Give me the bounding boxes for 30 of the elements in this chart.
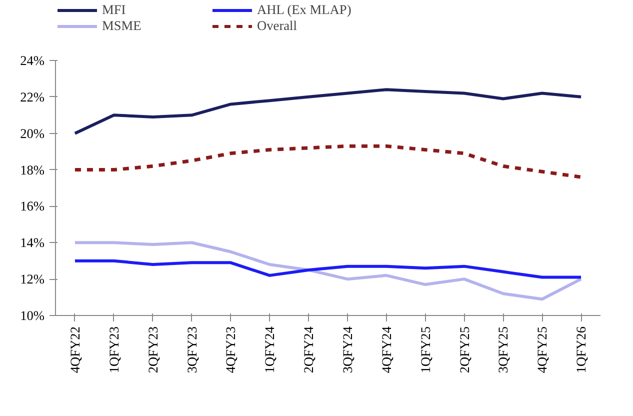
x-tick-label: 3QFY25 bbox=[496, 326, 511, 374]
y-tick-label: 12% bbox=[20, 272, 45, 287]
y-tick-label: 24% bbox=[20, 53, 45, 68]
x-tick-label: 1QFY24 bbox=[262, 326, 278, 374]
y-tick-label: 16% bbox=[20, 198, 45, 214]
legend-label: Overall bbox=[257, 18, 298, 34]
y-tick-label: 18% bbox=[20, 162, 45, 178]
x-tick-label: 4QFY22 bbox=[67, 326, 82, 374]
x-tick-label: 1QFY25 bbox=[418, 326, 433, 374]
y-tick-label: 20% bbox=[20, 126, 45, 141]
x-tick-label: 1QFY26 bbox=[574, 326, 589, 374]
line-series bbox=[73, 144, 583, 179]
line-series bbox=[73, 88, 583, 135]
line-series bbox=[73, 259, 583, 279]
y-tick-label: 22% bbox=[20, 89, 45, 104]
x-tick-label: 4QFY24 bbox=[378, 326, 394, 374]
legend-label: MFI bbox=[102, 2, 127, 18]
x-tick-label: 2QFY25 bbox=[456, 326, 472, 374]
legend-label: AHL (Ex MLAP) bbox=[257, 2, 352, 18]
x-tick-label: 3QFY23 bbox=[184, 326, 200, 374]
x-tick-label: 4QFY23 bbox=[223, 326, 238, 374]
y-tick-label: 14% bbox=[20, 235, 45, 250]
x-tick-label: 2QFY24 bbox=[301, 326, 316, 374]
x-tick-label: 1QFY23 bbox=[106, 326, 122, 374]
x-tick-label: 2QFY23 bbox=[145, 326, 160, 374]
legend-label: MSME bbox=[102, 18, 142, 34]
line-series bbox=[73, 241, 583, 301]
x-tick-label: 4QFY25 bbox=[534, 326, 550, 374]
y-tick-label: 10% bbox=[20, 308, 45, 323]
x-tick-label: 3QFY24 bbox=[340, 326, 355, 374]
